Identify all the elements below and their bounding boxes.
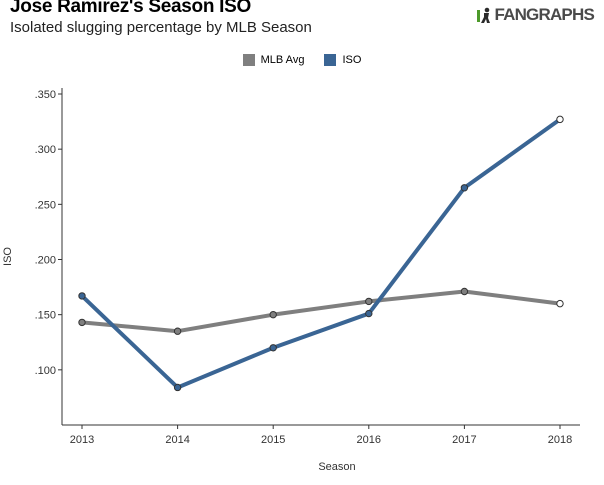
data-point-iso [460,184,469,192]
data-point-mlb-avg [460,287,469,296]
chart-subtitle: Isolated slugging percentage by MLB Seas… [10,19,312,36]
x-tick-label: 2014 [165,434,189,446]
legend-label-iso: ISO [342,54,362,66]
fangraphs-logo: FANGRAPHS [476,5,595,25]
chart-title: Jose Ramirez's Season ISO [10,0,251,17]
data-point-mlb-avg [365,297,373,306]
y-tick-label: .350 [35,89,56,101]
data-point-iso [78,292,86,300]
data-point-mlb-avg [78,318,86,327]
data-point-mlb-avg [269,310,277,319]
y-tick-label: .100 [35,365,56,377]
x-axis-title: Season [318,461,355,473]
series-line-mlb-avg [80,289,562,334]
legend-item-iso[interactable]: ISO [324,54,361,66]
y-tick-label: .200 [35,255,56,267]
x-tick-label: 2018 [548,434,572,446]
data-point-mlb-avg [173,327,182,335]
legend-swatch-iso [324,54,337,66]
data-point-iso [365,309,373,318]
data-point-mlb-avg [556,299,564,308]
y-tick-label: .300 [35,144,56,156]
y-tick-label: .250 [35,199,56,211]
y-axis-title: ISO [2,247,14,266]
series-line-iso [80,117,562,390]
data-point-iso [269,344,277,352]
x-tick-label: 2015 [261,434,285,446]
x-tick-label: 2013 [70,434,94,446]
x-tick-label: 2016 [357,434,381,446]
fangraphs-player-icon [477,7,491,23]
legend-swatch-mlb-avg [242,54,255,66]
data-point-iso [556,115,564,124]
legend: MLB Avg ISO [0,54,604,66]
logo-text: FANGRAPHS [494,5,594,24]
legend-label-mlb-avg: MLB Avg [260,54,305,66]
y-tick-label: .150 [35,310,56,322]
legend-item-mlb-avg[interactable]: MLB Avg [242,54,305,66]
data-point-iso [173,383,182,392]
x-tick-label: 2017 [452,434,476,446]
